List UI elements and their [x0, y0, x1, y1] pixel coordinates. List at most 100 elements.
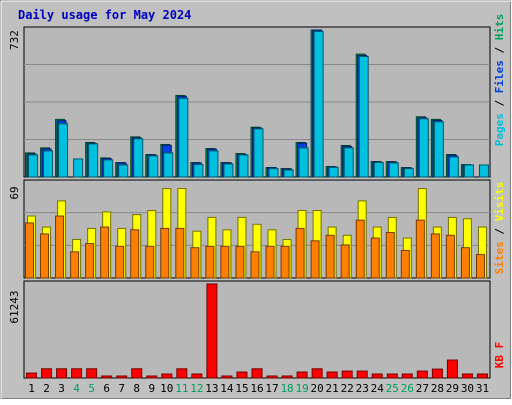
x-tick-label: 5: [88, 382, 95, 395]
sites-bar: [235, 245, 245, 279]
kb-bar: [281, 375, 293, 379]
kb-bar: [251, 368, 263, 379]
sites-bar: [205, 245, 215, 279]
pages-bar: [343, 147, 354, 178]
kb-bar: [86, 368, 98, 379]
x-tick-label: 29: [446, 382, 459, 395]
x-tick-label: 13: [205, 382, 218, 395]
kb-bar: [401, 373, 413, 379]
pages-bar: [88, 143, 99, 178]
sites-bar: [400, 249, 410, 279]
x-tick-label: 18: [280, 382, 293, 395]
sites-bar: [25, 222, 34, 279]
kb-bar: [446, 359, 458, 379]
x-tick-label: 1: [28, 382, 35, 395]
legend-separator: /: [493, 221, 506, 241]
sites-bar: [100, 226, 110, 279]
pages-bar: [253, 128, 264, 178]
pages-bar: [433, 121, 444, 178]
kb-bar: [371, 373, 383, 379]
pages-bar: [58, 123, 69, 178]
pages-bar: [133, 138, 144, 178]
kb-bar: [221, 375, 233, 379]
legend-sites-visits: Sites / Visits: [493, 182, 506, 275]
pages-bar: [208, 150, 219, 178]
x-tick-label: 30: [461, 382, 474, 395]
sites-bar: [85, 243, 95, 279]
y-tick-label: 69: [8, 186, 21, 199]
pages-bar: [178, 97, 189, 178]
y-tick-label: 61243: [8, 290, 21, 323]
pages-bar: [238, 154, 249, 178]
kb-bar: [191, 373, 203, 379]
x-tick-label: 15: [235, 382, 248, 395]
pages-bar: [73, 158, 84, 178]
pages-bar: [418, 118, 429, 178]
pages-bar: [223, 163, 234, 178]
pages-bar: [118, 164, 129, 178]
sites-bar: [280, 245, 290, 279]
pages-bar: [358, 56, 369, 178]
kb-bar: [476, 373, 488, 379]
sites-bar: [430, 233, 440, 279]
chart-title: Daily usage for May 2024: [18, 8, 191, 22]
legend-item-sites: Sites: [493, 241, 506, 274]
x-tick-label: 9: [148, 382, 155, 395]
sites-bar: [70, 251, 80, 279]
sites-bar: [385, 232, 395, 279]
kb-bar: [56, 368, 68, 379]
y-tick-label: 732: [8, 30, 21, 50]
legend-separator: /: [493, 93, 506, 113]
sites-bar: [475, 254, 485, 279]
pages-bar: [313, 30, 324, 178]
kb-bar: [116, 375, 128, 379]
pages-bar: [103, 159, 114, 178]
sites-bar: [310, 240, 320, 279]
x-tick-label: 20: [311, 382, 324, 395]
sites-bar: [190, 247, 200, 279]
x-tick-label: 19: [295, 382, 308, 395]
pages-bar: [388, 162, 399, 178]
pages-bar: [478, 164, 489, 178]
kb-bar: [161, 373, 173, 379]
pages-bar: [268, 168, 279, 178]
legend-kbf: KB F: [493, 342, 506, 369]
kb-bar: [71, 368, 83, 379]
x-tick-label: 3: [58, 382, 65, 395]
x-tick-label: 23: [356, 382, 369, 395]
x-tick-label: 16: [250, 382, 263, 395]
x-tick-label: 22: [341, 382, 354, 395]
kb-bar: [236, 371, 248, 379]
sites-bar: [415, 219, 425, 279]
sites-bar: [445, 234, 455, 279]
x-tick-label: 27: [416, 382, 429, 395]
kb-bar: [176, 368, 188, 379]
kb-bar: [311, 368, 323, 379]
kb-bar: [146, 375, 158, 379]
x-tick-label: 28: [431, 382, 444, 395]
legend-item-pages: Pages: [493, 113, 506, 146]
pages-bar: [43, 150, 54, 178]
pages-bar: [463, 164, 474, 178]
x-tick-label: 14: [220, 382, 234, 395]
pages-bar: [163, 152, 174, 178]
kb-bar: [326, 371, 338, 379]
x-tick-label: 17: [265, 382, 278, 395]
kb-bar: [416, 370, 428, 379]
kb-bar: [266, 375, 278, 379]
legend-item-hits: Hits: [493, 14, 506, 41]
kb-bar: [386, 373, 398, 379]
x-tick-label: 6: [103, 382, 110, 395]
x-tick-label: 24: [371, 382, 385, 395]
x-tick-label: 26: [401, 382, 414, 395]
sites-bar: [370, 237, 380, 279]
kb-bar: [206, 283, 218, 379]
legend-item-visits: Visits: [493, 182, 506, 222]
plot-panel-3: [23, 280, 491, 379]
sites-bar: [295, 227, 305, 279]
sites-bar: [355, 219, 365, 279]
kb-bar: [356, 370, 368, 379]
sites-bar: [340, 244, 350, 279]
